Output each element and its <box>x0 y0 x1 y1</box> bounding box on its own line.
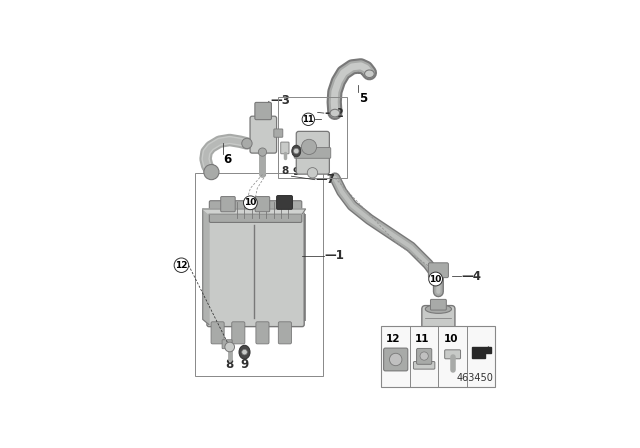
Circle shape <box>242 138 252 149</box>
Text: 9: 9 <box>240 358 248 371</box>
Text: 12: 12 <box>175 261 188 270</box>
FancyBboxPatch shape <box>207 212 304 327</box>
Circle shape <box>307 168 317 178</box>
FancyBboxPatch shape <box>276 195 292 209</box>
FancyBboxPatch shape <box>256 322 269 344</box>
FancyBboxPatch shape <box>209 201 302 223</box>
Circle shape <box>242 349 247 355</box>
Text: 5: 5 <box>359 92 367 105</box>
Text: —2: —2 <box>324 107 344 120</box>
FancyBboxPatch shape <box>278 322 291 344</box>
Polygon shape <box>203 209 305 214</box>
Bar <box>195 173 323 376</box>
Text: —1: —1 <box>324 249 344 262</box>
FancyBboxPatch shape <box>299 214 307 321</box>
Ellipse shape <box>292 145 301 157</box>
FancyBboxPatch shape <box>255 103 271 120</box>
Circle shape <box>225 342 234 352</box>
Text: 11: 11 <box>303 115 314 124</box>
FancyBboxPatch shape <box>431 299 446 310</box>
Circle shape <box>243 196 257 210</box>
Ellipse shape <box>239 345 250 359</box>
Circle shape <box>429 272 442 286</box>
Text: 10: 10 <box>244 198 257 207</box>
Text: —4: —4 <box>462 270 482 283</box>
FancyBboxPatch shape <box>281 142 289 154</box>
Circle shape <box>390 353 402 366</box>
Text: —3: —3 <box>270 94 290 107</box>
FancyBboxPatch shape <box>417 349 432 364</box>
FancyBboxPatch shape <box>413 362 435 369</box>
Ellipse shape <box>425 305 451 313</box>
FancyBboxPatch shape <box>211 322 224 344</box>
FancyBboxPatch shape <box>250 116 276 153</box>
Circle shape <box>204 164 219 180</box>
Text: 8: 8 <box>225 358 234 371</box>
Text: —7: —7 <box>316 173 335 186</box>
FancyBboxPatch shape <box>232 322 245 344</box>
Bar <box>278 97 347 178</box>
Ellipse shape <box>425 362 451 370</box>
Ellipse shape <box>330 109 340 117</box>
FancyBboxPatch shape <box>294 147 331 158</box>
FancyBboxPatch shape <box>296 131 330 174</box>
Circle shape <box>301 139 317 155</box>
Text: 6: 6 <box>223 153 232 166</box>
Ellipse shape <box>365 70 374 78</box>
FancyBboxPatch shape <box>274 129 283 137</box>
FancyBboxPatch shape <box>383 348 408 371</box>
Text: 8: 8 <box>281 166 289 176</box>
Circle shape <box>294 148 299 154</box>
Text: 10: 10 <box>444 334 458 344</box>
FancyBboxPatch shape <box>221 197 236 212</box>
FancyBboxPatch shape <box>422 306 455 371</box>
Circle shape <box>174 258 189 272</box>
Circle shape <box>302 113 314 125</box>
Text: 463450: 463450 <box>457 373 494 383</box>
Polygon shape <box>203 209 209 324</box>
Bar <box>381 326 495 387</box>
FancyBboxPatch shape <box>445 350 461 359</box>
Polygon shape <box>472 347 491 358</box>
Circle shape <box>420 352 428 360</box>
FancyBboxPatch shape <box>222 340 232 349</box>
FancyBboxPatch shape <box>255 197 269 212</box>
Text: 10: 10 <box>429 275 442 284</box>
FancyBboxPatch shape <box>428 263 449 278</box>
Text: 12: 12 <box>386 334 401 344</box>
Circle shape <box>259 148 267 156</box>
Text: 9: 9 <box>292 167 300 177</box>
Text: 11: 11 <box>415 334 429 344</box>
